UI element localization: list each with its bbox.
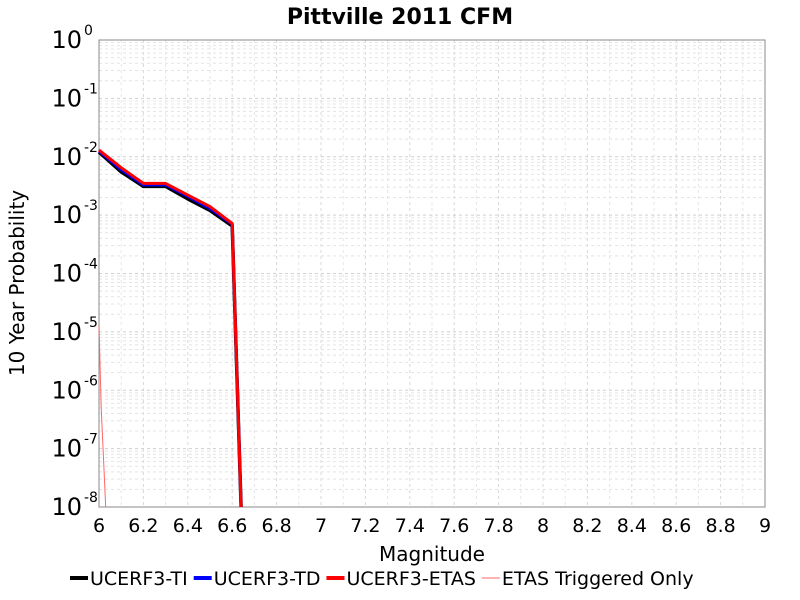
series-layer: [97, 148, 243, 508]
x-tick-label: 9: [759, 515, 771, 537]
y-tick-label: 10: [51, 376, 82, 404]
x-axis-label: Magnitude: [379, 542, 485, 566]
x-tick-label: 8.6: [661, 515, 691, 537]
x-tick-label: 7.2: [350, 515, 380, 537]
y-tick-label: 10: [51, 318, 82, 346]
x-tick-label: 6.2: [128, 515, 158, 537]
grid: [98, 40, 766, 508]
y-tick-exponent: -2: [84, 140, 98, 156]
x-tick-label: 6.6: [217, 515, 247, 537]
x-tick-label: 6.8: [261, 515, 291, 537]
y-tick-label: 10: [51, 26, 82, 54]
series-line-1: [97, 150, 243, 508]
x-tick-label: 6: [93, 515, 105, 537]
x-tick-label: 8.8: [705, 515, 735, 537]
y-tick-label: 10: [51, 84, 82, 112]
legend-label-3: UCERF3-ETAS: [346, 568, 475, 590]
y-tick-exponent: -6: [84, 373, 98, 389]
y-tick-exponent: -8: [84, 490, 98, 506]
y-tick-label: 10: [51, 435, 82, 463]
x-tick-label: 8: [537, 515, 549, 537]
plot-area: [98, 39, 766, 508]
x-tick-label: 8.2: [572, 515, 602, 537]
y-tick-exponent: -5: [84, 315, 98, 331]
x-tick-label: 8.4: [617, 515, 647, 537]
series-line-2: [98, 149, 243, 508]
legend: UCERF3-TI UCERF3-TD UCERF3-ETAS ETAS Trigge…: [70, 568, 694, 590]
y-tick-exponent: -7: [84, 432, 98, 448]
x-tick-label: 7.4: [395, 515, 425, 537]
y-tick-exponent: -1: [84, 81, 98, 97]
chart-title: Pittville 2011 CFM: [287, 5, 513, 30]
y-tick-label: 10: [51, 260, 82, 288]
legend-label-2: UCERF3-TD: [214, 568, 321, 590]
series-line-4: [98, 325, 107, 508]
x-tick-label: 7.6: [439, 515, 469, 537]
y-tick-label: 10: [51, 143, 82, 171]
x-axis-ticks: 6 6.2 6.4 6.6 6.8 7 7.2 7.4 7.6 7.8 8 8.2 8.4 8.6 8.8 9: [93, 515, 771, 537]
legend-label-1: UCERF3-TI: [90, 568, 188, 590]
y-axis-label: 10 Year Probability: [5, 190, 29, 376]
y-tick-exponent: 0: [84, 23, 93, 39]
y-tick-label: 10: [51, 201, 82, 229]
y-tick-exponent: -4: [84, 257, 98, 273]
series-line-3: [98, 148, 243, 508]
x-tick-label: 7: [315, 515, 327, 537]
legend-label-4: ETAS Triggered Only: [502, 568, 694, 590]
y-tick-exponent: -3: [84, 198, 98, 214]
x-tick-label: 7.8: [483, 515, 513, 537]
x-tick-label: 6.4: [173, 515, 203, 537]
y-tick-label: 10: [51, 493, 82, 521]
